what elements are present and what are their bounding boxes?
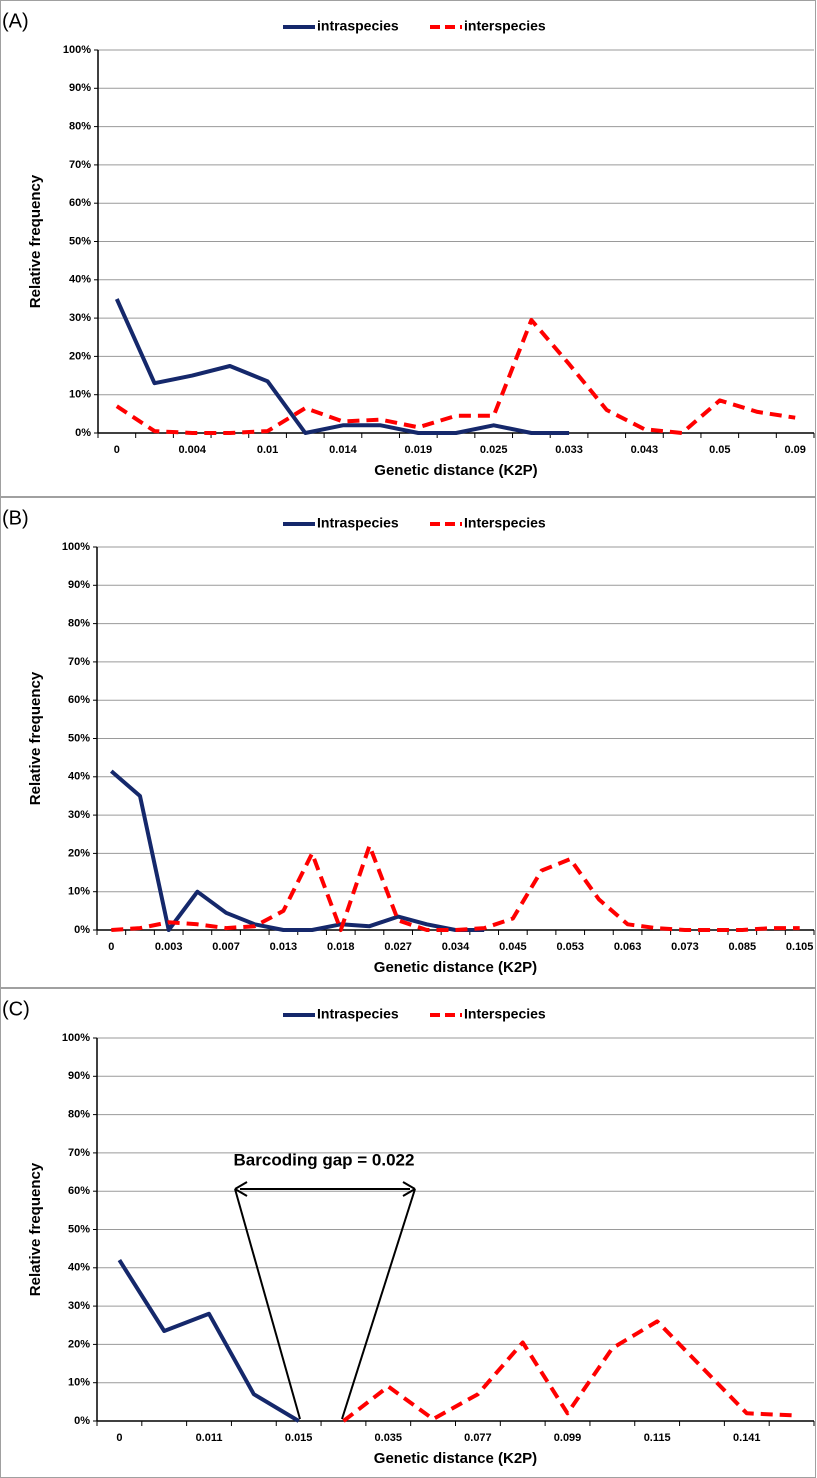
- y-tick-label: 100%: [62, 541, 90, 553]
- y-tick-label: 10%: [69, 389, 91, 401]
- y-tick-label: 80%: [68, 618, 90, 630]
- panel-border: [0, 988, 816, 1478]
- y-tick-label: 40%: [69, 274, 91, 286]
- gap-guide: [234, 1188, 301, 1420]
- panel-label: (C): [2, 998, 30, 1020]
- panel-label: (A): [2, 10, 29, 32]
- x-axis-title: Genetic distance (K2P): [374, 462, 537, 479]
- y-tick-label: 70%: [68, 1147, 90, 1159]
- x-tick-label: 0.077: [464, 1432, 492, 1444]
- x-tick-label: 0.085: [729, 941, 757, 953]
- x-tick-label: 0.045: [499, 941, 527, 953]
- x-tick-label: 0.025: [480, 444, 508, 456]
- legend-label: intraspecies: [317, 18, 399, 34]
- x-axis-title: Genetic distance (K2P): [374, 1450, 537, 1467]
- panel-b: (B) 0% 10% 20% 30% 40% 50% 60% 70% 80% 90% 100% 0 0.0…: [0, 497, 816, 988]
- panel-c: (C) 0% 10% 20% 30% 40% 50% 60% 70% 80% 90% 100% 0 0.0…: [0, 988, 816, 1478]
- x-tick-label: 0.013: [270, 941, 298, 953]
- y-tick-label: 50%: [68, 1223, 90, 1235]
- plot: (B) 0% 10% 20% 30% 40% 50% 60% 70% 80% 90% 100% 0 0.0…: [0, 497, 816, 988]
- x-tick-label: 0.043: [631, 444, 659, 456]
- y-tick-label: 50%: [68, 732, 90, 744]
- x-tick-label: 0.115: [644, 1432, 671, 1444]
- legend-label: interspecies: [464, 18, 546, 34]
- legend-label: Intraspecies: [317, 1006, 399, 1022]
- x-tick-label: 0.141: [733, 1432, 761, 1444]
- legend-label: Interspecies: [464, 1006, 546, 1022]
- y-tick-label: 0%: [74, 1415, 90, 1427]
- y-tick-label: 60%: [68, 1185, 90, 1197]
- x-tick-label: 0.007: [212, 941, 240, 953]
- y-tick-label: 40%: [68, 771, 90, 783]
- y-tick-label: 70%: [68, 656, 90, 668]
- y-tick-label: 90%: [68, 579, 90, 591]
- y-tick-label: 20%: [68, 847, 90, 859]
- series-line: [342, 1319, 792, 1423]
- y-axis-title: Relative frequency: [27, 1162, 44, 1296]
- x-tick-label: 0.011: [196, 1432, 223, 1444]
- y-tick-label: 40%: [68, 1262, 90, 1274]
- x-tick-label: 0.063: [614, 941, 642, 953]
- y-tick-label: 100%: [63, 44, 91, 56]
- y-tick-label: 0%: [74, 924, 90, 936]
- plot: (C) 0% 10% 20% 30% 40% 50% 60% 70% 80% 90% 100% 0 0.0…: [0, 988, 816, 1478]
- legend-label: Interspecies: [464, 515, 546, 531]
- x-tick-label: 0.035: [375, 1432, 403, 1444]
- x-tick-label: 0.05: [709, 444, 730, 456]
- y-tick-label: 0%: [75, 427, 91, 439]
- panel-border: [0, 497, 816, 988]
- y-tick-label: 10%: [68, 1377, 90, 1389]
- y-tick-label: 80%: [69, 121, 91, 133]
- arrow-head: [234, 1181, 416, 1197]
- y-tick-label: 30%: [68, 809, 90, 821]
- x-tick-label: 0.09: [784, 444, 805, 456]
- x-tick-label: 0.019: [405, 444, 433, 456]
- x-tick-label: 0.003: [155, 941, 183, 953]
- y-tick-label: 60%: [68, 694, 90, 706]
- y-axis-title: Relative frequency: [27, 174, 44, 308]
- x-tick-label: 0: [108, 941, 114, 953]
- y-axis-title: Relative frequency: [27, 671, 44, 805]
- series-line: [109, 769, 485, 932]
- gap-guide: [341, 1188, 416, 1420]
- y-tick-label: 90%: [68, 1070, 90, 1082]
- series-line: [115, 318, 796, 435]
- y-tick-label: 20%: [68, 1338, 90, 1350]
- x-tick-label: 0.053: [556, 941, 584, 953]
- x-tick-label: 0.01: [257, 444, 278, 456]
- y-tick-label: 80%: [68, 1109, 90, 1121]
- series-line: [117, 1259, 300, 1423]
- x-tick-label: 0.018: [327, 941, 355, 953]
- plot: (A) 0% 10% 20% 30% 40% 50% 60% 70% 80% 90% 100% 0 0.0…: [0, 0, 816, 497]
- panel-border: [0, 0, 816, 497]
- x-tick-label: 0.004: [178, 444, 206, 456]
- panel-label: (B): [2, 507, 29, 529]
- y-tick-label: 30%: [69, 312, 91, 324]
- x-tick-label: 0.014: [329, 444, 357, 456]
- x-tick-label: 0: [114, 444, 120, 456]
- x-tick-label: 0.015: [285, 1432, 313, 1444]
- annotation: Barcoding gap = 0.022: [234, 1150, 415, 1169]
- y-tick-label: 60%: [69, 197, 91, 209]
- y-tick-label: 100%: [62, 1032, 90, 1044]
- series-line: [114, 298, 570, 435]
- x-tick-label: 0.033: [555, 444, 583, 456]
- y-tick-label: 30%: [68, 1300, 90, 1312]
- y-tick-label: 70%: [69, 159, 91, 171]
- legend-label: Intraspecies: [317, 515, 399, 531]
- y-tick-label: 20%: [69, 350, 91, 362]
- series-line: [111, 843, 800, 932]
- x-tick-label: 0.099: [554, 1432, 582, 1444]
- x-tick-label: 0.027: [384, 941, 412, 953]
- x-tick-label: 0: [116, 1432, 122, 1444]
- y-tick-label: 10%: [68, 886, 90, 898]
- panel-a: (A) 0% 10% 20% 30% 40% 50% 60% 70% 80% 90% 100% 0 0.0…: [0, 0, 816, 497]
- y-tick-label: 90%: [69, 82, 91, 94]
- x-tick-label: 0.034: [442, 941, 470, 953]
- x-tick-label: 0.073: [671, 941, 699, 953]
- x-axis-title: Genetic distance (K2P): [374, 959, 537, 976]
- x-tick-label: 0.105: [786, 941, 814, 953]
- y-tick-label: 50%: [69, 235, 91, 247]
